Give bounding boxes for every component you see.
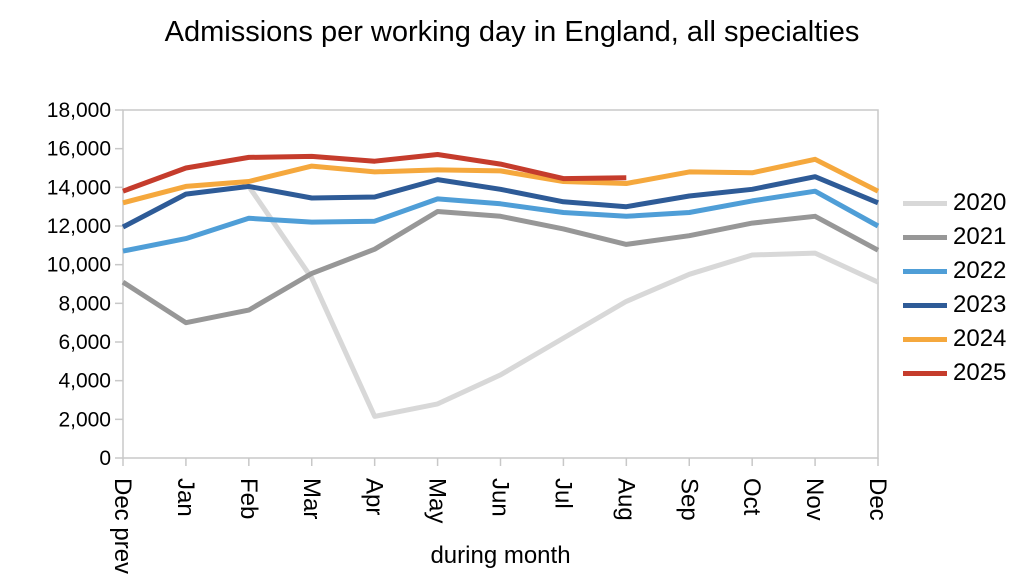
x-tick-label: Jun <box>487 478 514 517</box>
legend-item-2020: 2020 <box>903 186 1006 220</box>
x-tick-label: Sep <box>675 478 702 521</box>
legend-swatch-2025 <box>903 370 947 376</box>
chart-legend: 2020 2021 2022 2023 2024 2025 <box>903 186 1006 390</box>
y-tick-label: 14,000 <box>47 176 111 199</box>
y-tick-label: 2,000 <box>58 408 111 431</box>
x-tick-label: Jan <box>172 478 199 517</box>
legend-swatch-2021 <box>903 234 947 240</box>
y-tick-label: 16,000 <box>47 138 111 161</box>
legend-label: 2023 <box>953 291 1007 318</box>
x-tick-label: Apr <box>361 478 388 515</box>
legend-item-2025: 2025 <box>903 356 1006 390</box>
x-tick-label: May <box>424 478 451 523</box>
y-tick-label: 0 <box>99 447 111 470</box>
y-axis: 0 2,000 4,000 6,000 8,000 10,000 12,000 14,000 1… <box>47 99 123 470</box>
series-line-2021 <box>121 209 880 326</box>
y-tick-label: 8,000 <box>58 292 111 315</box>
legend-item-2023: 2023 <box>903 288 1006 322</box>
x-axis-title: during month <box>430 542 571 569</box>
legend-swatch-2023 <box>903 302 947 308</box>
legend-label: 2020 <box>953 189 1007 216</box>
x-tick-label: Dec prev <box>109 478 136 574</box>
y-tick-label: 18,000 <box>47 99 111 122</box>
legend-swatch-2024 <box>903 336 947 342</box>
legend-label: 2025 <box>953 359 1007 386</box>
x-tick-label: Jul <box>549 478 576 509</box>
legend-item-2024: 2024 <box>903 322 1006 356</box>
legend-label: 2022 <box>953 257 1007 284</box>
series-line-2023 <box>121 174 879 230</box>
legend-item-2021: 2021 <box>903 220 1006 254</box>
legend-swatch-2022 <box>903 268 947 274</box>
x-tick-label: Nov <box>801 478 828 521</box>
y-tick-label: 12,000 <box>47 215 111 238</box>
y-tick-label: 6,000 <box>58 331 111 354</box>
series-line-2024 <box>122 156 880 206</box>
x-tick-label: Oct <box>738 478 765 516</box>
x-tick-label: Dec <box>864 478 891 521</box>
chart-title: Admissions per working day in England, a… <box>164 16 860 48</box>
y-tick-label: 4,000 <box>58 370 111 393</box>
legend-swatch-2020 <box>903 200 947 206</box>
series-line-2020 <box>246 184 880 419</box>
legend-item-2022: 2022 <box>903 254 1006 288</box>
x-tick-label: Feb <box>235 478 262 519</box>
series-line-2022 <box>122 188 880 254</box>
x-axis: Dec prev Jan Feb Mar Apr May Jun Jul Aug Sep Oct No… <box>109 458 891 574</box>
x-tick-label: Aug <box>612 478 639 521</box>
y-tick-label: 10,000 <box>47 254 111 277</box>
x-tick-label: Mar <box>298 478 325 519</box>
series-line-2025 <box>122 152 627 194</box>
legend-label: 2021 <box>953 223 1007 250</box>
legend-label: 2024 <box>953 325 1007 352</box>
